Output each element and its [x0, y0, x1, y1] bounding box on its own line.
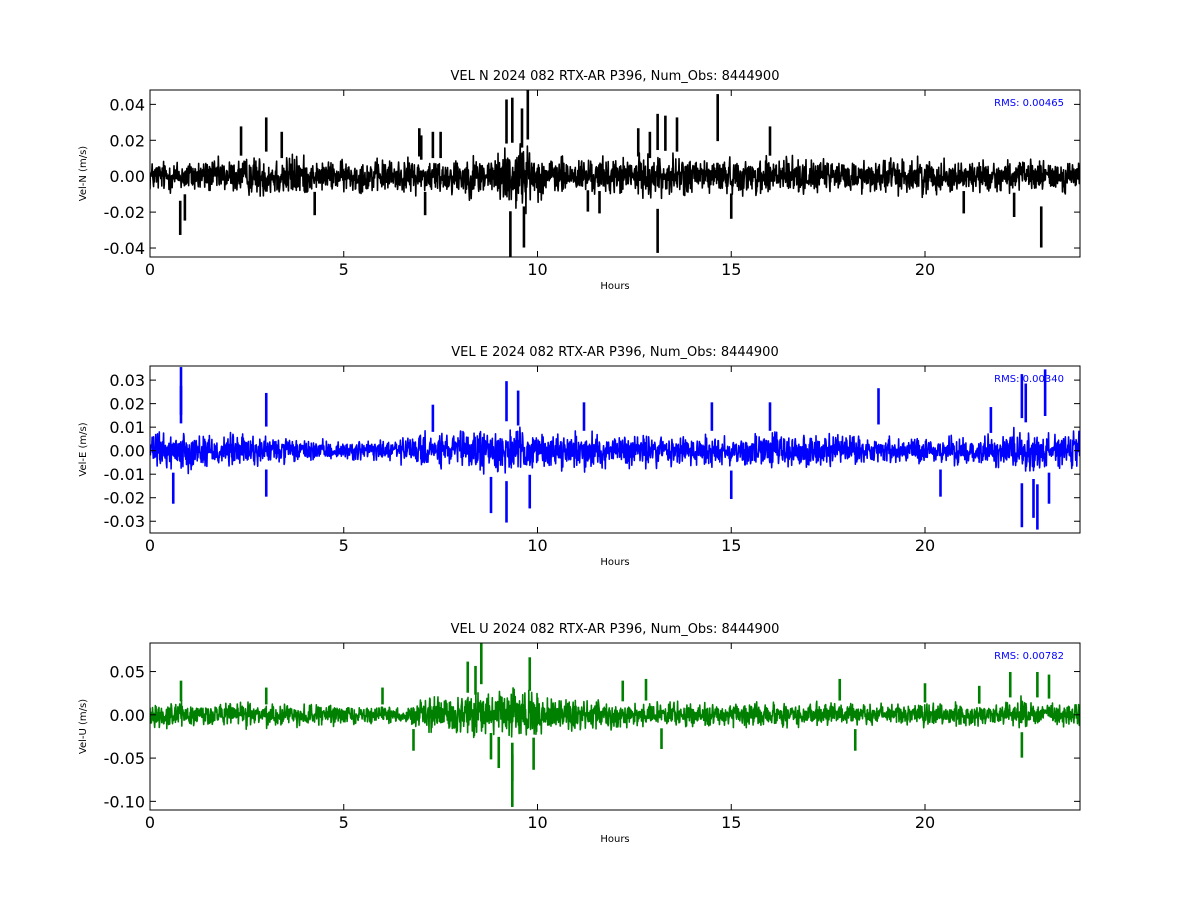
y-tick-label: 0.03	[109, 371, 145, 390]
y-tick-label: 0.02	[109, 131, 145, 150]
rms-annotation: RMS: 0.00782	[994, 651, 1064, 662]
x-tick-label: 10	[527, 813, 547, 832]
x-tick-label: 0	[145, 260, 155, 279]
y-tick-label: -0.02	[104, 489, 145, 508]
axes-frame	[149, 365, 1081, 534]
x-axis-label: Hours	[600, 281, 629, 292]
chart-title: VEL U 2024 082 RTX-AR P396, Num_Obs: 844…	[451, 622, 780, 637]
axes-frame	[149, 642, 1081, 811]
y-tick-label: 0.04	[109, 95, 145, 114]
x-tick-label: 10	[527, 536, 547, 555]
x-tick-label: 0	[145, 536, 155, 555]
x-tick-label: 15	[721, 813, 741, 832]
y-axis-label: Vel-E (m/s)	[78, 422, 89, 476]
x-axis-label: Hours	[600, 557, 629, 568]
y-axis-label: Vel-U (m/s)	[78, 699, 89, 754]
series-line	[150, 426, 1080, 475]
x-axis-label: Hours	[600, 834, 629, 845]
y-tick-label: 0.02	[109, 395, 145, 414]
x-tick-label: 20	[915, 813, 935, 832]
y-tick-label: -0.10	[104, 792, 145, 811]
x-tick-label: 5	[339, 260, 349, 279]
panel-3: 0 5 10 15 20 0.05 0.00 -0.05 -0.10 VEL U 2024 082…	[78, 622, 1081, 845]
y-tick-label: 0.00	[109, 706, 145, 725]
series-line	[150, 687, 1080, 739]
chart-title: VEL N 2024 082 RTX-AR P396, Num_Obs: 844…	[451, 69, 780, 84]
y-tick-label: -0.05	[104, 749, 145, 768]
y-tick-label: -0.02	[104, 203, 145, 222]
plot-area	[150, 643, 1080, 807]
y-axis-label: Vel-N (m/s)	[78, 146, 89, 201]
x-tick-label: 15	[721, 260, 741, 279]
y-tick-label: 0.00	[109, 167, 145, 186]
plot-area	[150, 367, 1080, 530]
rms-annotation: RMS: 0.00340	[994, 374, 1064, 385]
series-line	[150, 143, 1080, 215]
x-tick-label: 5	[339, 813, 349, 832]
x-tick-label: 10	[527, 260, 547, 279]
x-tick-label: 20	[915, 260, 935, 279]
y-tick-label: 0.05	[109, 663, 145, 682]
y-tick-label: -0.03	[104, 512, 145, 531]
x-tick-label: 20	[915, 536, 935, 555]
plot-area	[150, 90, 1080, 257]
y-tick-label: 0.01	[109, 418, 145, 437]
y-tick-label: -0.01	[104, 465, 145, 484]
panel-1: 0 5 10 15 20 0.04 0.02 0.00 -0.02 -0.04 VEL N 2024…	[78, 69, 1081, 292]
x-tick-label: 15	[721, 536, 741, 555]
axes-frame	[149, 89, 1081, 258]
x-tick-label: 0	[145, 813, 155, 832]
y-tick-label: -0.04	[104, 239, 145, 258]
rms-annotation: RMS: 0.00465	[994, 98, 1064, 109]
panel-2: 0 5 10 15 20 0.03 0.02 0.01 0.00 -0.01 -0.02 -0.03 V…	[78, 345, 1081, 568]
x-tick-label: 5	[339, 536, 349, 555]
y-tick-label: 0.00	[109, 442, 145, 461]
chart-title: VEL E 2024 082 RTX-AR P396, Num_Obs: 844…	[451, 345, 778, 360]
